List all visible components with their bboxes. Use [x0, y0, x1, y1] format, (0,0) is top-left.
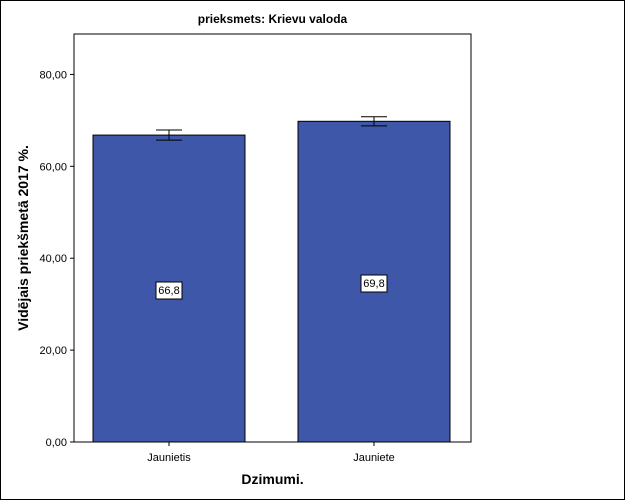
x-axis: Jaunietis Jauniete: [147, 442, 395, 464]
y-tick-label: 20,00: [39, 345, 67, 357]
data-label: 66,8: [158, 285, 179, 297]
data-labels: 66,8 69,8: [155, 274, 388, 300]
y-tick-label: 40,00: [39, 253, 67, 265]
x-axis-title: Dzimumi.: [241, 471, 303, 487]
chart-title: prieksmets: Krievu valoda: [198, 12, 348, 26]
error-bar: [361, 116, 387, 127]
y-axis-title: Vidējais priekšmetā 2017 %.: [15, 145, 31, 331]
data-label: 69,8: [363, 278, 384, 290]
y-axis: 0,00 20,00 40,00 60,00 80,00: [39, 69, 74, 449]
error-bars: [156, 116, 387, 141]
y-tick-label: 0,00: [46, 437, 67, 449]
x-tick-label: Jaunietis: [147, 452, 191, 464]
data-label-box: [155, 281, 183, 300]
x-tick-label: Jauniete: [353, 452, 395, 464]
data-label-box: [360, 274, 388, 293]
y-tick-label: 80,00: [39, 69, 67, 81]
y-tick-label: 60,00: [39, 161, 67, 173]
error-bar: [156, 129, 182, 141]
